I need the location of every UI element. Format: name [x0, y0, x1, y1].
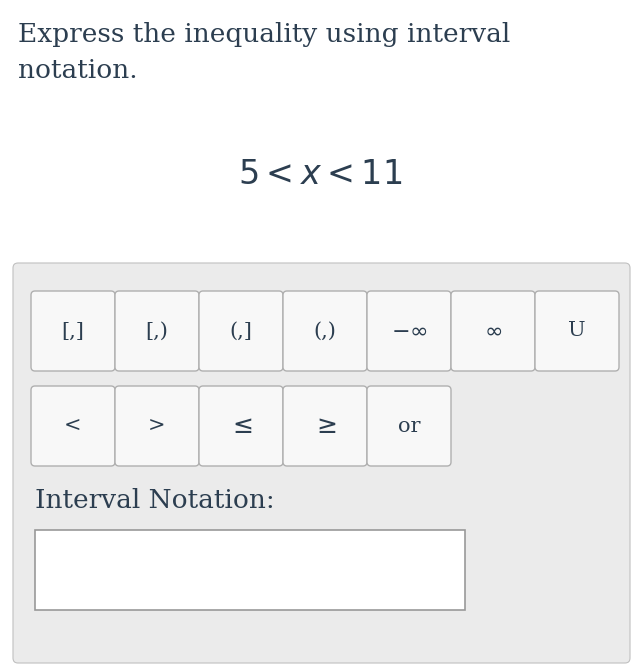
FancyBboxPatch shape [115, 291, 199, 371]
FancyBboxPatch shape [451, 291, 535, 371]
FancyBboxPatch shape [367, 291, 451, 371]
FancyBboxPatch shape [31, 291, 115, 371]
Text: $5 < x < 11$: $5 < x < 11$ [238, 159, 402, 191]
Text: <: < [64, 417, 82, 436]
Text: >: > [148, 417, 166, 436]
Text: $\geq$: $\geq$ [312, 414, 338, 438]
FancyBboxPatch shape [199, 386, 283, 466]
FancyBboxPatch shape [535, 291, 619, 371]
FancyBboxPatch shape [35, 530, 465, 610]
Text: Express the inequality using interval: Express the inequality using interval [18, 22, 510, 47]
Text: $\infty$: $\infty$ [484, 321, 502, 341]
FancyBboxPatch shape [199, 291, 283, 371]
FancyBboxPatch shape [115, 386, 199, 466]
FancyBboxPatch shape [283, 386, 367, 466]
FancyBboxPatch shape [283, 291, 367, 371]
Text: $\leq$: $\leq$ [228, 414, 254, 438]
Text: Interval Notation:: Interval Notation: [35, 488, 275, 513]
Text: $-\infty$: $-\infty$ [390, 321, 428, 341]
Text: (,]: (,] [229, 322, 253, 340]
Text: U: U [568, 322, 586, 340]
Text: (,): (,) [313, 322, 337, 340]
Text: or: or [398, 417, 420, 436]
FancyBboxPatch shape [13, 263, 630, 663]
Text: [,): [,) [146, 322, 169, 340]
FancyBboxPatch shape [31, 386, 115, 466]
Text: [,]: [,] [62, 322, 85, 340]
FancyBboxPatch shape [367, 386, 451, 466]
Text: notation.: notation. [18, 58, 138, 83]
